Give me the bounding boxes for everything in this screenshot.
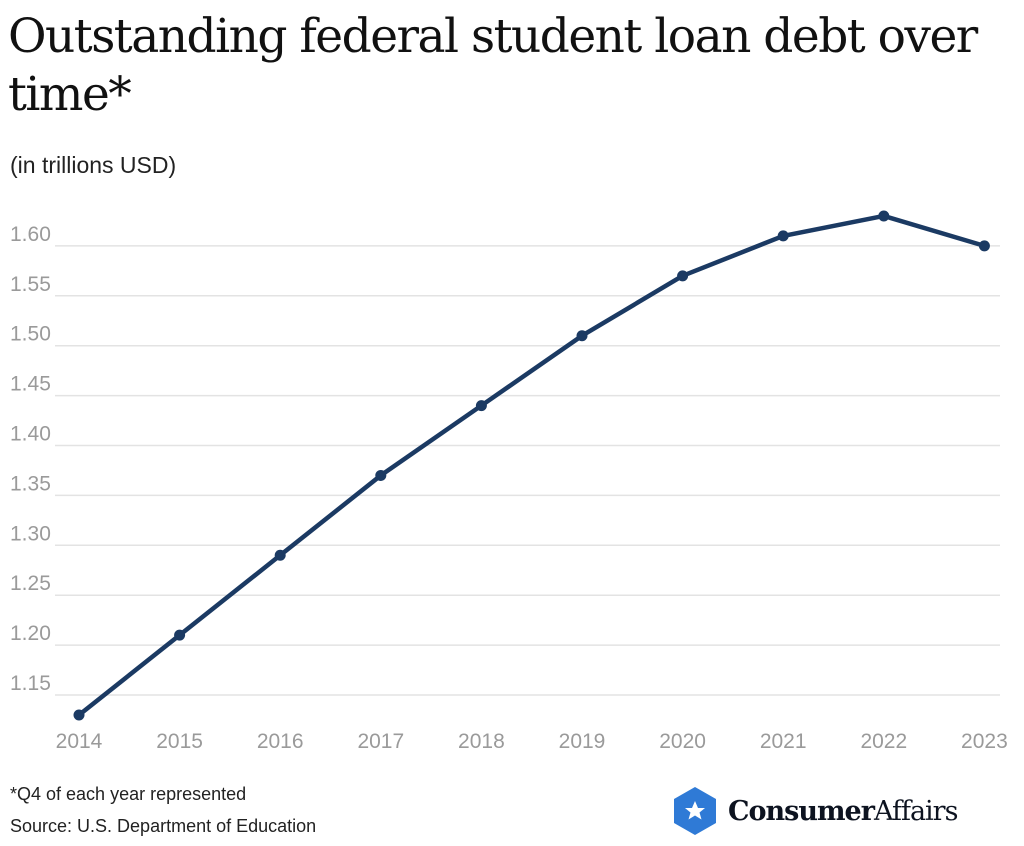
data-point-2022 bbox=[878, 210, 890, 222]
star-hexagon-icon bbox=[674, 787, 716, 835]
y-tick-label: 1.25 bbox=[10, 572, 51, 595]
y-tick-label: 1.50 bbox=[10, 323, 51, 346]
y-tick-label: 1.45 bbox=[10, 373, 51, 396]
data-point-2015 bbox=[174, 629, 186, 641]
x-tick-label: 2019 bbox=[559, 730, 606, 753]
consumeraffairs-logo: ConsumerAffairs bbox=[672, 786, 958, 836]
x-tick-label: 2022 bbox=[860, 730, 907, 753]
y-tick-label: 1.20 bbox=[10, 622, 51, 645]
data-point-2020 bbox=[677, 270, 689, 282]
source-note: Source: U.S. Department of Education bbox=[10, 816, 317, 836]
data-point-2016 bbox=[274, 549, 286, 561]
x-tick-label: 2017 bbox=[357, 730, 404, 753]
y-tick-label: 1.55 bbox=[10, 273, 51, 296]
y-tick-label: 1.40 bbox=[10, 423, 51, 446]
x-tick-label: 2018 bbox=[458, 730, 505, 753]
chart-title: Outstanding federal student loan debt ov… bbox=[8, 9, 978, 122]
y-tick-label: 1.30 bbox=[10, 522, 51, 545]
data-point-2014 bbox=[73, 709, 85, 721]
footnote: *Q4 of each year represented bbox=[10, 784, 247, 804]
x-tick-label: 2023 bbox=[961, 730, 1008, 753]
series-line bbox=[77, 213, 986, 717]
x-tick-label: 2016 bbox=[257, 730, 304, 753]
x-tick-label: 2014 bbox=[56, 730, 103, 753]
data-point-2018 bbox=[475, 400, 487, 412]
y-tick-label: 1.60 bbox=[10, 223, 51, 246]
x-tick-label: 2015 bbox=[156, 730, 203, 753]
data-point-2021 bbox=[777, 230, 789, 242]
y-tick-label: 1.35 bbox=[10, 472, 51, 495]
data-point-2017 bbox=[375, 469, 387, 481]
chart-subtitle: (in trillions USD) bbox=[10, 152, 177, 178]
y-tick-label: 1.15 bbox=[10, 672, 51, 695]
logo-text: ConsumerAffairs bbox=[728, 795, 958, 827]
data-point-2019 bbox=[576, 330, 588, 342]
data-point-2023 bbox=[978, 240, 990, 252]
x-tick-label: 2021 bbox=[760, 730, 807, 753]
x-tick-label: 2020 bbox=[659, 730, 706, 753]
